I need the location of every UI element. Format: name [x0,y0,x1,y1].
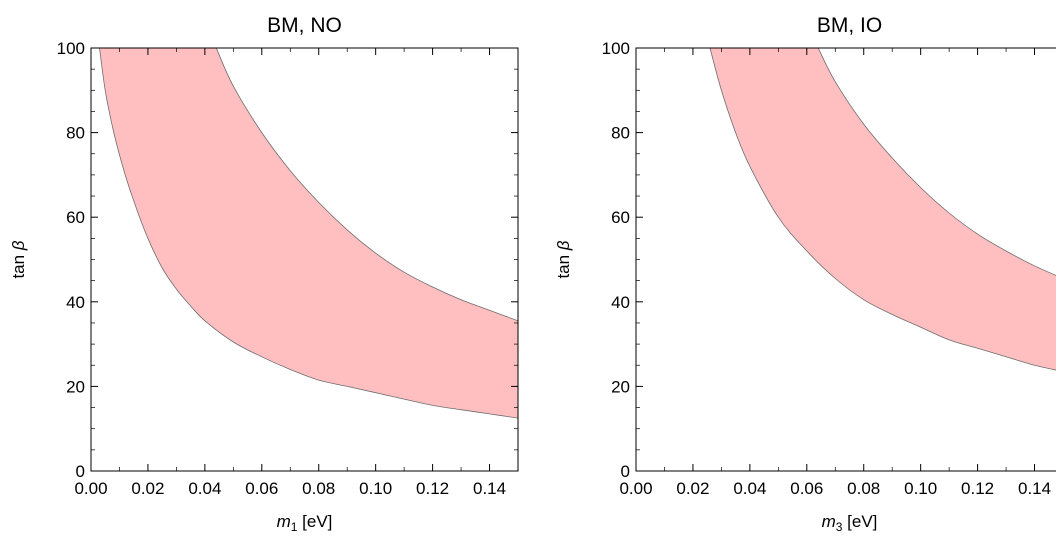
y-tick-label: 20 [611,377,630,396]
y-axis-label: tan β [554,240,573,278]
y-tick-label: 100 [602,39,630,58]
y-tick-label: 100 [57,39,85,58]
x-axis-label: m1 [eV] [277,512,333,534]
y-tick-label: 60 [611,208,630,227]
y-tick-label: 0 [76,462,85,481]
y-tick-label: 80 [66,124,85,143]
x-tick-label: 0.10 [904,479,937,498]
y-tick-label: 0 [621,462,630,481]
allowed-region-band [99,48,518,419]
x-tick-label: 0.00 [619,479,652,498]
x-tick-label: 0.14 [1018,479,1051,498]
x-tick-label: 0.14 [473,479,506,498]
y-tick-label: 60 [66,208,85,227]
x-tick-label: 0.08 [847,479,880,498]
x-tick-label: 0.06 [245,479,278,498]
x-axis-label: m3 [eV] [822,512,878,534]
y-tick-label: 80 [611,124,630,143]
chart-title: BM, NO [267,14,342,37]
y-tick-label: 40 [611,293,630,312]
x-tick-label: 0.00 [74,479,107,498]
chart-panel-1 [99,48,518,419]
x-tick-label: 0.10 [359,479,392,498]
x-tick-label: 0.02 [131,479,164,498]
x-tick-label: 0.02 [676,479,709,498]
x-tick-label: 0.12 [416,479,449,498]
chart-panel-2 [709,48,1056,371]
y-axis-label: tan β [9,240,28,278]
x-tick-label: 0.12 [961,479,994,498]
x-tick-label: 0.04 [188,479,221,498]
allowed-region-band [709,48,1056,371]
x-tick-label: 0.06 [790,479,823,498]
x-tick-label: 0.08 [302,479,335,498]
y-tick-label: 20 [66,377,85,396]
chart-title: BM, IO [817,14,882,37]
x-tick-label: 0.04 [733,479,766,498]
y-tick-label: 40 [66,293,85,312]
